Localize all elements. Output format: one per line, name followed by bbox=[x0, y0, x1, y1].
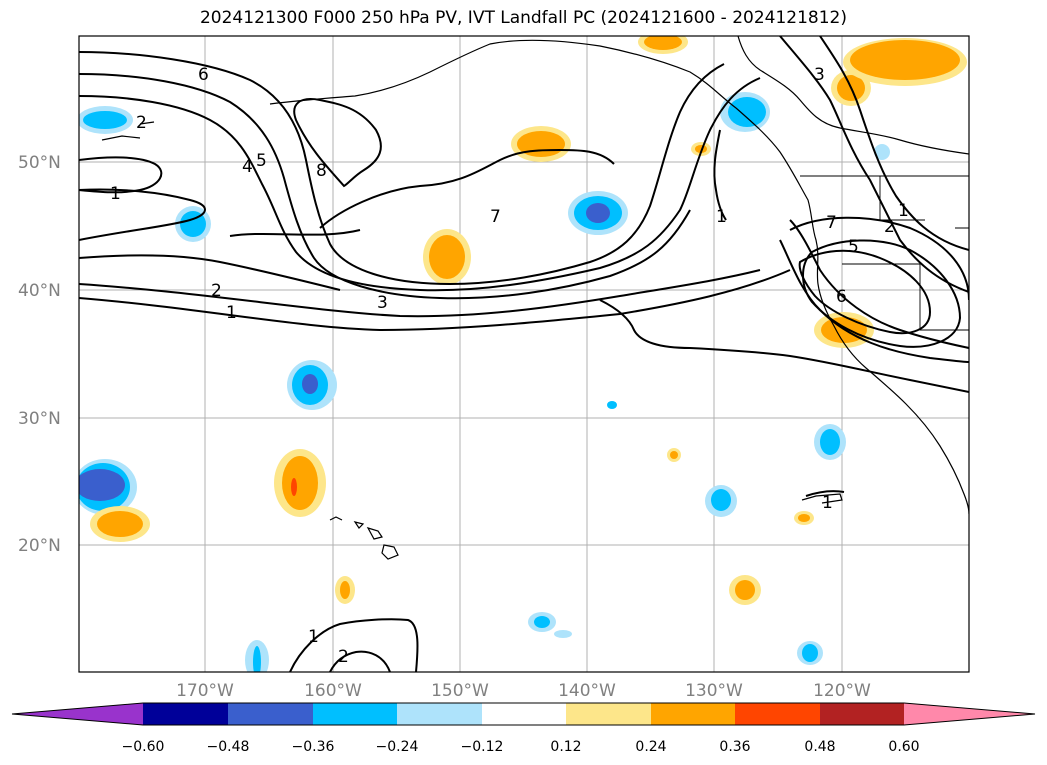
colorbar-tick-label: 0.60 bbox=[888, 739, 919, 755]
colorbar-tick-label: 0.12 bbox=[550, 739, 581, 755]
lon-label: 130°W bbox=[685, 681, 743, 701]
contour-label: 1 bbox=[898, 201, 909, 221]
gridlines bbox=[79, 36, 969, 672]
lat-label: 20°N bbox=[18, 536, 61, 556]
colorbar-extend-left bbox=[12, 703, 143, 725]
colorbar-segment bbox=[820, 703, 904, 725]
contour-label: 7 bbox=[490, 207, 501, 227]
lon-label: 160°W bbox=[304, 681, 362, 701]
colorbar-extend-right bbox=[904, 703, 1035, 725]
contour-label: 3 bbox=[377, 293, 388, 313]
contour-label: 2 bbox=[136, 113, 147, 133]
colorbar-segment bbox=[735, 703, 820, 725]
contour-label: 7 bbox=[826, 213, 837, 233]
colorbar-segment bbox=[313, 703, 397, 725]
colorbar-tick-label: 0.36 bbox=[719, 739, 750, 755]
contour-label: 2 bbox=[884, 217, 895, 237]
colorbar-tick-label: −0.24 bbox=[376, 739, 419, 755]
contour-label: 4 bbox=[242, 157, 253, 177]
contour-label: 1 bbox=[308, 627, 319, 647]
lat-label: 30°N bbox=[18, 409, 61, 429]
contour-label: 5 bbox=[848, 237, 859, 257]
contour-label: 8 bbox=[316, 161, 327, 181]
colorbar-segment bbox=[651, 703, 735, 725]
colorbar-outline bbox=[11, 702, 1036, 726]
lon-label: 140°W bbox=[558, 681, 616, 701]
colorbar-segment bbox=[143, 703, 228, 725]
colorbar-segment bbox=[228, 703, 313, 725]
coastlines bbox=[101, 36, 969, 560]
contour-label: 1 bbox=[226, 303, 237, 323]
contour-label: 6 bbox=[836, 287, 847, 307]
colorbar-tick-label: −0.12 bbox=[461, 739, 504, 755]
map-frame bbox=[78, 35, 970, 673]
colorbar: −0.60 −0.48 −0.36 −0.24 −0.12 0.12 0.24 … bbox=[11, 702, 1036, 755]
colorbar-tick-label: −0.48 bbox=[207, 739, 250, 755]
colorbar-tick-label: 0.48 bbox=[804, 739, 835, 755]
colorbar-tick-label: 0.24 bbox=[635, 739, 666, 755]
contour-label: 5 bbox=[256, 151, 267, 171]
contour-label: 2 bbox=[338, 647, 349, 667]
pv-contours bbox=[79, 36, 969, 672]
lon-label: 170°W bbox=[176, 681, 234, 701]
lat-label: 50°N bbox=[18, 153, 61, 173]
contour-label: 2 bbox=[211, 281, 222, 301]
map-title: 2024121300 F000 250 hPa PV, IVT Landfall… bbox=[199, 8, 847, 28]
colorbar-segment bbox=[566, 703, 651, 725]
lat-label: 40°N bbox=[18, 281, 61, 301]
latitude-labels: 50°N 40°N 30°N 20°N bbox=[18, 153, 61, 556]
negative-anomaly bbox=[79, 92, 890, 672]
contour-label: 1 bbox=[110, 184, 121, 204]
contour-labels: 6 5 4 8 2 1 7 2 1 3 3 1 7 2 1 5 6 1 1 2 bbox=[110, 65, 909, 667]
contour-label: 6 bbox=[198, 65, 209, 85]
colorbar-tick-label: −0.36 bbox=[292, 739, 335, 755]
lon-label: 120°W bbox=[813, 681, 871, 701]
colorbar-segment bbox=[482, 703, 566, 725]
contour-label: 1 bbox=[716, 207, 727, 227]
lon-label: 150°W bbox=[431, 681, 489, 701]
colorbar-tick-label: −0.60 bbox=[122, 739, 165, 755]
longitude-labels: 170°W 160°W 150°W 140°W 130°W 120°W bbox=[176, 681, 871, 701]
contour-label: 1 bbox=[822, 493, 833, 513]
colorbar-segment bbox=[397, 703, 482, 725]
contour-label: 3 bbox=[814, 65, 825, 85]
